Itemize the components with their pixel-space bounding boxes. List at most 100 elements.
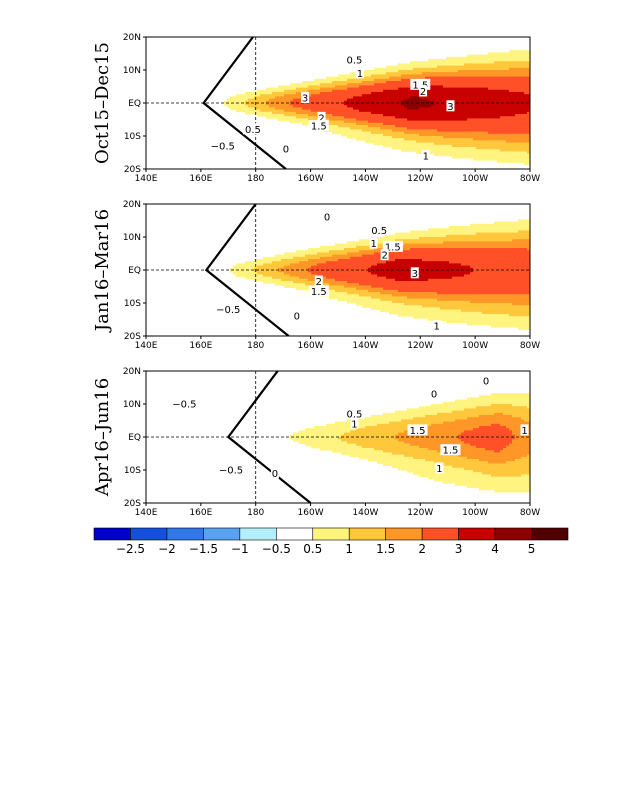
anomaly-cell [389,254,393,258]
anomaly-cell [305,272,309,275]
anomaly-cell [473,125,477,128]
anomaly-cell [278,94,282,97]
anomaly-cell [512,70,516,73]
anomaly-cell [353,109,357,113]
anomaly-cell [347,120,351,124]
anomaly-cell [350,89,354,93]
anomaly-cell [332,245,336,249]
anomaly-cell [485,111,489,115]
anomaly-cell [416,92,420,95]
anomaly-cell [305,116,309,119]
anomaly-cell [461,96,465,99]
anomaly-cell [404,259,408,262]
anomaly-cell [410,67,414,71]
anomaly-cell [404,285,408,288]
anomaly-cell [386,133,390,137]
anomaly-cell [407,133,411,137]
anomaly-cell [302,114,306,117]
anomaly-cell [335,274,339,277]
anomaly-cell [353,292,357,295]
anomaly-cell [425,278,429,282]
anomaly-cell [404,87,408,91]
anomaly-cell [371,85,375,88]
anomaly-cell [509,149,513,152]
anomaly-cell [272,267,276,271]
anomaly-cell [407,250,411,253]
contour-label: 0.5 [245,125,261,136]
anomaly-cell [362,256,366,260]
anomaly-cell [344,92,348,95]
anomaly-cell [395,259,399,262]
anomaly-cell [368,292,372,295]
anomaly-cell [404,96,408,99]
anomaly-cell [503,131,507,135]
anomaly-cell [380,107,384,110]
anomaly-cell [401,103,405,106]
anomaly-cell [446,133,450,137]
anomaly-cell [347,74,351,77]
anomaly-cell [302,267,306,271]
anomaly-cell [278,92,282,95]
anomaly-cell [299,89,303,93]
anomaly-cell [428,147,432,150]
anomaly-cell [404,281,408,284]
anomaly-cell [311,94,315,97]
anomaly-cell [512,87,516,91]
anomaly-cell [350,241,354,244]
anomaly-cell [326,92,330,95]
anomaly-cell [515,129,519,132]
anomaly-cell [446,144,450,148]
anomaly-cell [398,98,402,102]
anomaly-cell [353,281,357,284]
anomaly-cell [287,259,291,262]
anomaly-cell [323,283,327,286]
anomaly-cell [329,259,333,262]
anomaly-cell [404,307,408,310]
anomaly-cell [380,263,384,266]
anomaly-cell [332,76,336,80]
anomaly-cell [455,144,459,148]
anomaly-cell [413,131,417,135]
anomaly-cell [251,96,255,99]
anomaly-cell [401,70,405,73]
anomaly-cell [368,287,372,291]
anomaly-cell [470,111,474,115]
anomaly-cell [428,294,432,297]
anomaly-cell [398,263,402,266]
anomaly-cell [407,259,411,262]
anomaly-cell [341,250,345,253]
anomaly-cell [377,250,381,253]
anomaly-cell [380,96,384,99]
anomaly-cell [281,87,285,91]
anomaly-cell [380,265,384,269]
anomaly-cell [281,278,285,282]
anomaly-cell [350,122,354,126]
anomaly-cell [518,111,522,115]
anomaly-cell [425,111,429,115]
anomaly-cell [467,85,471,88]
anomaly-cell [464,142,468,146]
anomaly-cell [476,116,480,119]
anomaly-cell [332,114,336,117]
anomaly-cell [359,294,363,297]
anomaly-cell [329,107,333,110]
anomaly-cell [404,311,408,315]
anomaly-cell [272,89,276,93]
anomaly-cell [455,74,459,77]
anomaly-cell [263,103,267,106]
anomaly-cell [317,270,321,273]
anomaly-cell [290,118,294,121]
anomaly-cell [446,74,450,77]
anomaly-cell [266,270,270,273]
anomaly-cell [395,133,399,137]
anomaly-cell [497,56,501,60]
anomaly-cell [305,274,309,277]
anomaly-cell [365,78,369,82]
anomaly-cell [389,70,393,73]
anomaly-cell [389,303,393,306]
anomaly-cell [395,289,399,293]
anomaly-cell [458,118,462,121]
anomaly-cell [341,129,345,132]
anomaly-cell [509,98,513,102]
anomaly-cell [449,87,453,91]
